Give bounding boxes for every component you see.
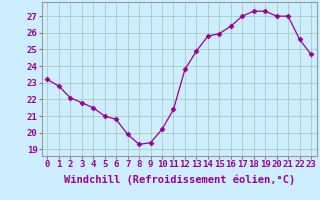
X-axis label: Windchill (Refroidissement éolien,°C): Windchill (Refroidissement éolien,°C) (64, 175, 295, 185)
